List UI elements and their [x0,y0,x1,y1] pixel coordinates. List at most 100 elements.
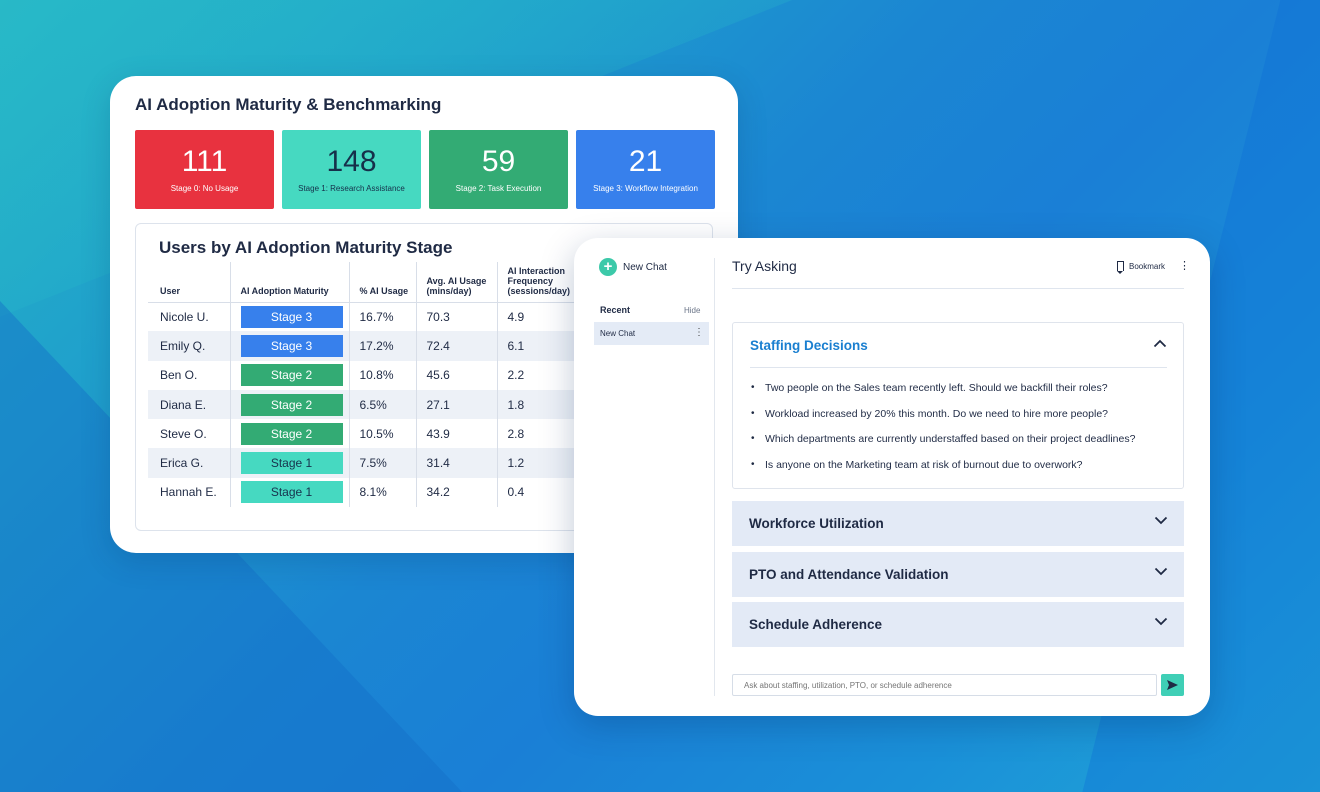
stage-count: 59 [481,145,516,178]
table-header-row: User AI Adoption Maturity % AI Usage Avg… [148,262,587,303]
user-name: Erica G. [148,448,230,478]
stage-badge: Stage 1 [240,452,343,475]
chat-header-title: Try Asking [732,258,797,274]
pct-usage: 17.2% [348,331,416,361]
bookmark-button[interactable]: Bookmark [1117,261,1165,271]
interaction-frequency: 1.8 [496,389,587,420]
suggested-questions: • Two people on the Sales team recently l… [751,382,1135,484]
header-more-icon[interactable]: ⋮ [1179,260,1190,272]
stage-badge: Stage 1 [240,481,343,504]
stage-label: Stage 2: Task Execution [455,184,542,193]
more-options-icon[interactable]: ⋮ [694,327,704,338]
table-row[interactable]: Hannah E. Stage 1 8.1% 34.2 0.4 [148,477,587,508]
chevron-down-icon [1154,617,1168,626]
stage-badge: Stage 2 [240,364,343,387]
bookmark-label: Bookmark [1129,261,1166,271]
accordion-title[interactable]: Staffing Decisions [750,338,868,353]
avg-usage: 31.4 [415,448,497,478]
chat-sidebar: + New Chat Recent Hide New Chat ⋮ [574,238,714,716]
stage-label: Stage 3: Workflow Integration [593,184,698,193]
column-header-frequency[interactable]: AI Interaction Frequency (sessions/day) [496,262,587,303]
column-header-user[interactable]: User [148,262,230,303]
table-row[interactable]: Steve O. Stage 2 10.5% 43.9 2.8 [148,419,587,449]
bookmark-icon [1117,261,1124,271]
accordion-workforce-utilization[interactable]: Workforce Utilization [732,501,1184,546]
avg-usage: 27.1 [415,389,497,420]
suggested-question[interactable]: • Which departments are currently underst… [751,433,1136,445]
sidebar-divider [714,258,715,696]
new-chat-button[interactable]: + New Chat [599,258,667,276]
avg-usage: 45.6 [415,360,497,390]
send-icon [1167,680,1178,690]
stage-tile-3[interactable]: 21 Stage 3: Workflow Integration [576,130,715,209]
stage-badge: Stage 2 [240,422,343,445]
avg-usage: 72.4 [415,331,497,361]
stage-label: Stage 0: No Usage [170,184,239,193]
column-header-avg-usage[interactable]: Avg. AI Usage (mins/day) [415,262,497,303]
chevron-up-icon[interactable] [1153,339,1167,348]
table-row[interactable]: Emily Q. Stage 3 17.2% 72.4 6.1 [148,331,587,361]
accordion-title: Schedule Adherence [749,617,883,632]
recent-chat-item[interactable]: New Chat ⋮ [594,322,709,345]
accordion-schedule-adherence[interactable]: Schedule Adherence [732,602,1184,647]
interaction-frequency: 1.2 [496,448,587,478]
stage-label: Stage 1: Research Assistance [298,184,405,193]
stage-badge: Stage 2 [240,393,343,416]
suggested-question[interactable]: • Two people on the Sales team recently l… [751,382,1108,394]
avg-usage: 70.3 [415,302,497,332]
user-name: Steve O. [160,426,207,441]
user-name: Nicole U. [160,309,209,324]
users-table: User AI Adoption Maturity % AI Usage Avg… [148,262,587,508]
stage-count: 21 [628,145,663,178]
pct-usage: 16.7% [348,302,416,332]
accordion-divider [750,367,1167,368]
pct-usage: 8.1% [348,477,416,508]
table-title: Users by AI Adoption Maturity Stage [159,238,453,257]
interaction-frequency: 4.9 [496,302,587,332]
interaction-frequency: 0.4 [496,477,587,508]
accordion-staffing-decisions: Staffing Decisions • Two people on the Sa… [732,322,1184,489]
pct-usage: 7.5% [348,448,416,478]
interaction-frequency: 2.8 [496,419,587,449]
stage-badge: Stage 3 [240,334,343,357]
interaction-frequency: 2.2 [496,360,587,390]
user-name: Hannah E. [160,485,217,500]
interaction-frequency: 6.1 [496,331,587,361]
accordion-pto-attendance[interactable]: PTO and Attendance Validation [732,552,1184,597]
recent-heading: Recent [600,305,631,315]
stage-count: 148 [326,145,377,178]
chevron-down-icon [1154,516,1168,525]
header-divider [732,288,1184,289]
user-name: Ben O. [160,368,198,383]
dashboard-card: AI Adoption Maturity & Benchmarking 111 … [110,76,738,553]
suggested-question[interactable]: • Workload increased by 20% this month. D… [751,407,1108,420]
pct-usage: 10.8% [348,360,416,390]
chat-input[interactable] [732,674,1157,696]
accordion-title: Workforce Utilization [749,516,884,531]
new-chat-label: New Chat [623,261,667,273]
avg-usage: 34.2 [415,477,497,508]
stage-count: 111 [181,145,228,178]
user-name: Emily Q. [148,331,230,361]
pct-usage: 6.5% [348,389,416,420]
stage-badge: Stage 3 [240,305,343,328]
table-row[interactable]: Ben O. Stage 2 10.8% 45.6 2.2 [148,360,587,390]
suggested-question[interactable]: • Is anyone on the Marketing team at risk… [751,458,1083,471]
pct-usage: 10.5% [348,419,416,449]
plus-icon: + [599,258,617,276]
column-header-pct-usage[interactable]: % AI Usage [348,262,416,303]
table-row[interactable]: Erica G. Stage 1 7.5% 31.4 1.2 [148,448,587,478]
stage-tiles: 111 Stage 0: No Usage 148 Stage 1: Resea… [135,130,715,209]
table-row[interactable]: Nicole U. Stage 3 16.7% 70.3 4.9 [148,302,587,332]
column-header-maturity[interactable]: AI Adoption Maturity [229,262,349,303]
stage-tile-0[interactable]: 111 Stage 0: No Usage [135,130,274,209]
stage-tile-1[interactable]: 148 Stage 1: Research Assistance [282,130,421,209]
chat-panel: + New Chat Recent Hide New Chat ⋮ Try As… [574,238,1210,716]
send-button[interactable] [1161,674,1184,696]
hide-recent-link[interactable]: Hide [684,306,701,315]
stage-tile-2[interactable]: 59 Stage 2: Task Execution [429,130,568,209]
dashboard-title: AI Adoption Maturity & Benchmarking [135,95,442,114]
table-row[interactable]: Diana E. Stage 2 6.5% 27.1 1.8 [148,389,587,420]
chevron-down-icon [1154,567,1168,576]
user-name: Diana E. [148,389,230,420]
